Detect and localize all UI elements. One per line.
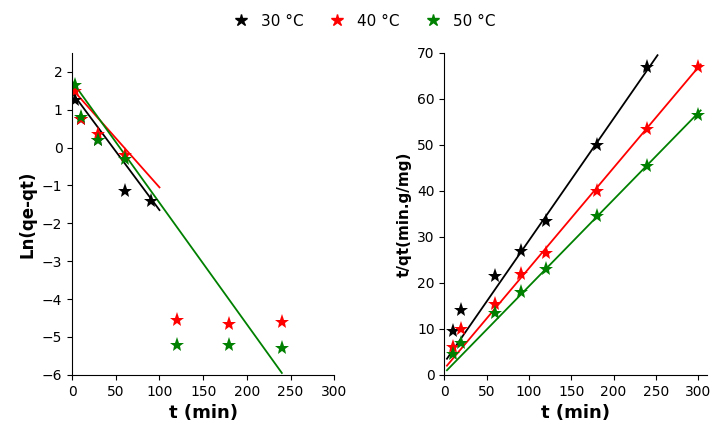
Y-axis label: Ln(qe-qt): Ln(qe-qt) — [18, 170, 36, 258]
Legend: 30 °C, 40 °C, 50 °C: 30 °C, 40 °C, 50 °C — [219, 7, 502, 35]
X-axis label: t (min): t (min) — [541, 404, 610, 422]
Y-axis label: t/qt(min.g/mg): t/qt(min.g/mg) — [397, 151, 412, 277]
X-axis label: t (min): t (min) — [169, 404, 238, 422]
